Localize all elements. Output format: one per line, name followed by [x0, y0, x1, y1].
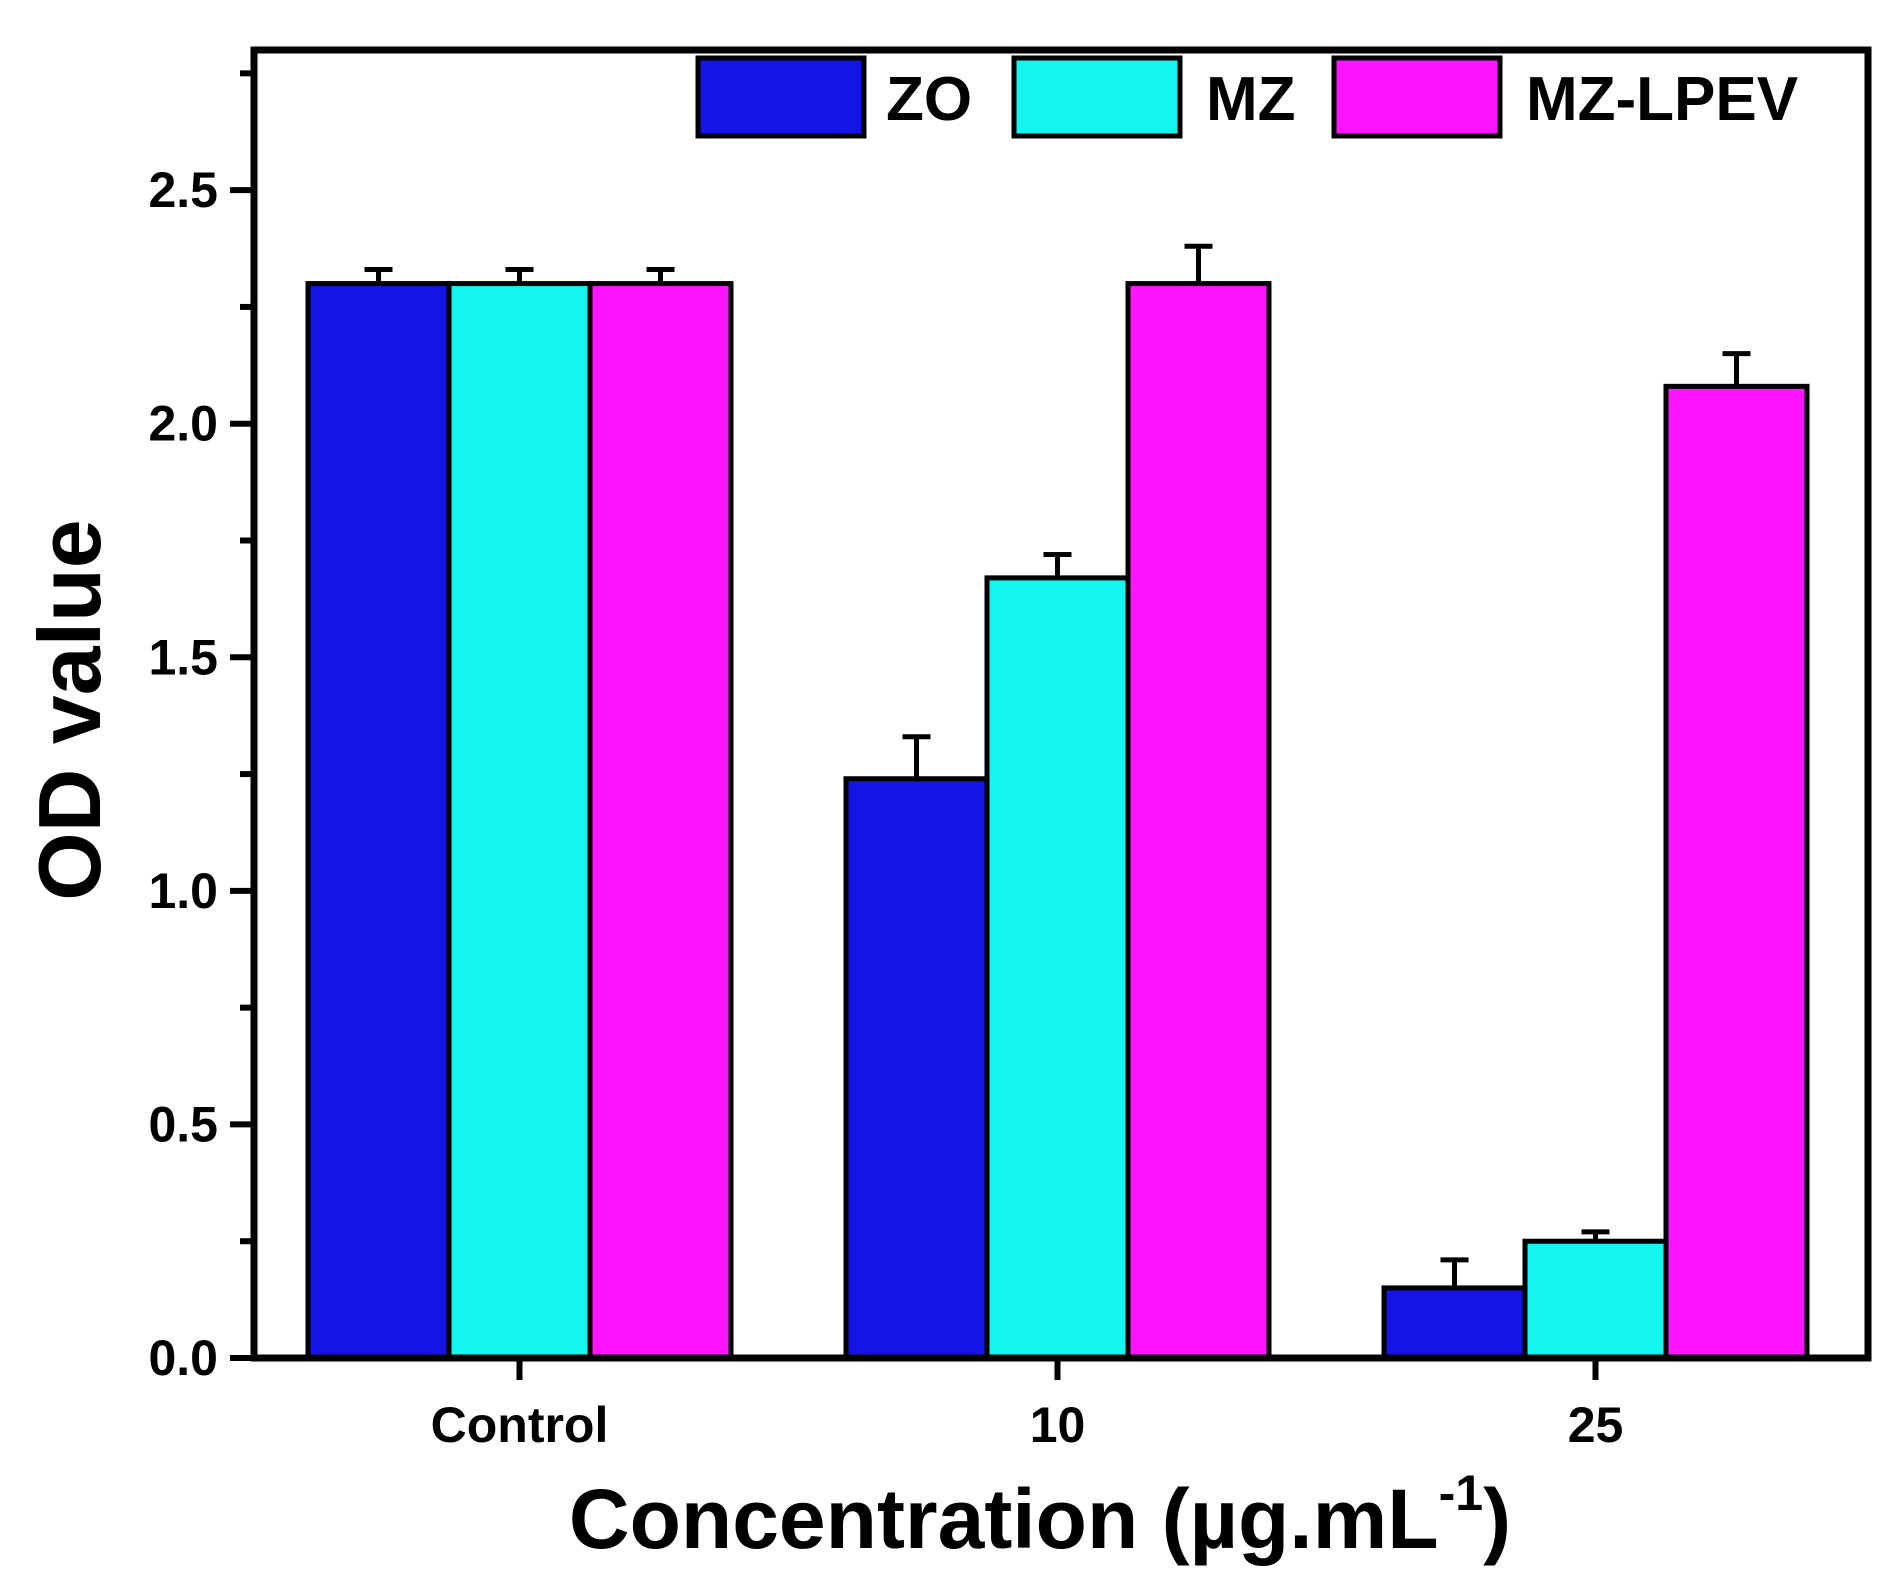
- legend-label-mz: MZ: [1206, 65, 1296, 134]
- bar-mz-control: [446, 281, 593, 1361]
- y-tick-label: 0.0: [148, 1330, 218, 1386]
- bar-mz-10: [984, 575, 1131, 1361]
- legend-swatch-zo: [695, 55, 867, 139]
- x-axis-title-superscript: -1: [1439, 1465, 1483, 1521]
- x-tick-label: 25: [1568, 1397, 1624, 1453]
- legend-label-zo: ZO: [886, 65, 972, 134]
- bars-layer: [305, 281, 1810, 1361]
- x-axis-title-main: Concentration (µg.mL: [569, 1472, 1439, 1566]
- y-tick-label: 0.5: [148, 1096, 218, 1152]
- bar-zo-25: [1381, 1285, 1528, 1361]
- legend: ZO MZ MZ-LPEV: [695, 55, 1798, 139]
- y-tick-label: 2.5: [148, 162, 218, 218]
- legend-swatch-mz-lpev: [1331, 55, 1503, 139]
- bar-mz-lpev-10: [1125, 281, 1272, 1361]
- legend-label-mz-lpev: MZ-LPEV: [1526, 65, 1798, 134]
- plot-frame: [250, 46, 1872, 1362]
- x-tick-label: 10: [1030, 1397, 1086, 1453]
- x-tick-label: Control: [431, 1397, 609, 1453]
- y-tick-label: 1.5: [148, 629, 218, 685]
- error-bars-layer: [364, 243, 1751, 1288]
- bar-mz-lpev-control: [587, 281, 734, 1361]
- x-axis: Control 10 25: [431, 1358, 1624, 1453]
- y-tick-label: 1.0: [148, 863, 218, 919]
- y-axis: 0.0 0.5 1.0 1.5 2.0 2.5: [148, 70, 254, 1386]
- bar-mz-lpev-25: [1663, 383, 1810, 1361]
- x-axis-title-close: ): [1483, 1472, 1511, 1566]
- y-axis-title: OD value: [20, 519, 119, 900]
- bar-zo-10: [843, 776, 990, 1361]
- legend-swatch-mz: [1011, 55, 1183, 139]
- x-axis-title: Concentration (µg.mL-1): [569, 1465, 1511, 1566]
- bar-mz-25: [1522, 1238, 1669, 1361]
- y-tick-label: 2.0: [148, 396, 218, 452]
- bar-zo-control: [305, 281, 452, 1361]
